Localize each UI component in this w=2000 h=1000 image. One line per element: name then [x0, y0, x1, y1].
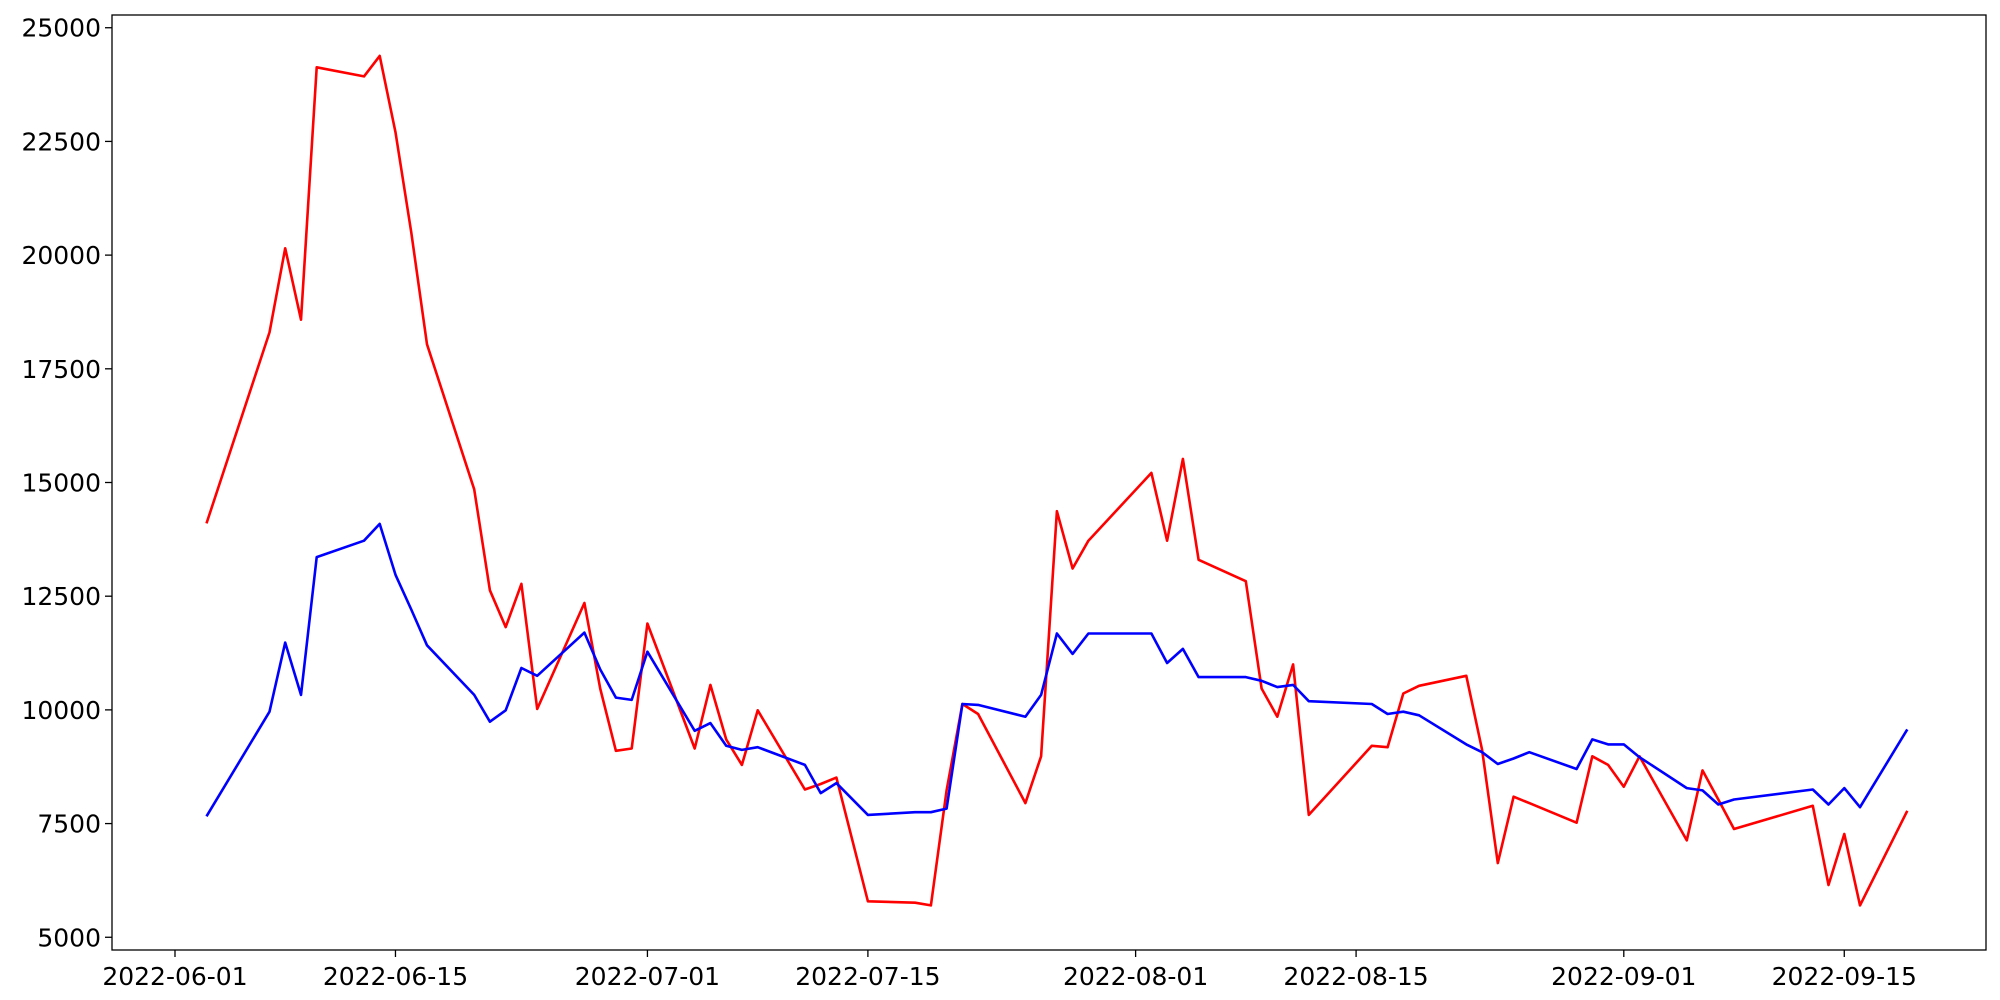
x-tick-label: 2022-07-01: [575, 962, 720, 991]
y-tick-label: 15000: [21, 469, 101, 498]
y-tick-label: 5000: [37, 923, 101, 952]
y-tick-label: 7500: [37, 810, 101, 839]
y-tick-label: 12500: [21, 582, 101, 611]
y-tick-label: 10000: [21, 696, 101, 725]
x-tick-label: 2022-06-01: [102, 962, 247, 991]
plot-frame: [111, 14, 1987, 951]
x-tick-label: 2022-08-15: [1283, 962, 1428, 991]
x-tick-label: 2022-06-15: [323, 962, 468, 991]
x-tick-label: 2022-09-01: [1551, 962, 1696, 991]
y-tick-label: 20000: [21, 241, 101, 270]
x-tick-label: 2022-09-15: [1772, 962, 1917, 991]
series-line: [205, 522, 1909, 817]
y-tick-label: 25000: [21, 14, 101, 43]
y-tick-label: 22500: [21, 127, 101, 156]
y-tick-label: 17500: [21, 355, 101, 384]
series-line: [205, 54, 1909, 907]
x-tick-label: 2022-08-01: [1063, 962, 1208, 991]
x-tick-label: 2022-07-15: [795, 962, 940, 991]
